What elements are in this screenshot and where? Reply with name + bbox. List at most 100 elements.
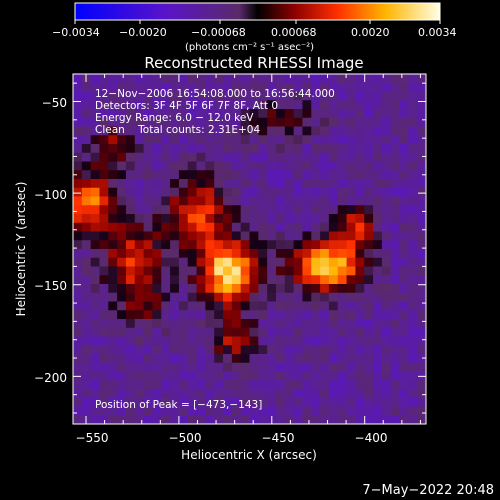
heatmap-cell xyxy=(99,231,109,241)
heatmap-cell xyxy=(134,284,145,294)
heatmap-cell xyxy=(125,205,136,215)
heatmap-cell xyxy=(196,91,206,101)
heatmap-cell xyxy=(205,249,215,259)
heatmap-cell xyxy=(399,74,409,84)
heatmap-cell xyxy=(73,406,83,416)
heatmap-cell xyxy=(143,170,154,180)
heatmap-cell xyxy=(284,301,295,311)
heatmap-cell xyxy=(337,144,348,154)
heatmap-cell xyxy=(81,109,92,119)
heatmap-cell xyxy=(73,240,83,250)
heatmap-cell xyxy=(399,266,409,276)
heatmap-cell xyxy=(284,205,295,215)
heatmap-cell xyxy=(214,179,224,189)
heatmap-cell xyxy=(364,284,374,294)
heatmap-cell xyxy=(373,266,383,276)
heatmap-cell xyxy=(231,126,242,136)
heatmap-cell xyxy=(90,336,101,346)
heatmap-cell xyxy=(302,196,312,206)
heatmap-cell xyxy=(337,196,348,206)
heatmap-cell xyxy=(346,152,356,163)
heatmap-cell xyxy=(73,257,83,268)
heatmap-cell xyxy=(108,170,118,180)
heatmap-cell xyxy=(373,144,383,154)
heatmap-cell xyxy=(125,135,136,145)
heatmap-cell xyxy=(293,257,304,268)
heatmap-cell xyxy=(302,152,312,163)
heatmap-cell xyxy=(408,196,418,206)
heatmap-cell xyxy=(214,170,224,180)
heatmap-cell xyxy=(152,109,162,119)
heatmap-cell xyxy=(205,82,215,93)
heatmap-cell xyxy=(125,266,136,276)
heatmap-cell xyxy=(417,275,426,285)
heatmap-cell xyxy=(284,249,295,259)
heatmap-cell xyxy=(373,161,383,171)
heatmap-cell xyxy=(364,336,374,346)
heatmap-cell xyxy=(311,170,321,180)
heatmap-cell xyxy=(81,74,92,84)
heatmap-cell xyxy=(399,380,409,390)
heatmap-cell xyxy=(152,319,162,329)
heatmap-cell xyxy=(408,362,418,373)
heatmap-cell xyxy=(373,275,383,285)
heatmap-cell xyxy=(187,249,198,259)
heatmap-cell xyxy=(284,222,295,233)
heatmap-cell xyxy=(390,389,401,399)
heatmap-cell xyxy=(196,362,206,373)
heatmap-cell xyxy=(231,406,242,416)
heatmap-cell xyxy=(205,152,215,163)
heatmap-cell xyxy=(117,117,127,128)
heatmap-cell xyxy=(161,231,171,241)
heatmap-cell xyxy=(125,152,136,163)
heatmap-cell xyxy=(196,292,206,303)
heatmap-cell xyxy=(275,214,286,224)
heatmap-cell xyxy=(364,196,374,206)
heatmap-cell xyxy=(390,327,401,338)
heatmap-cell xyxy=(302,109,312,119)
heatmap-cell xyxy=(81,144,92,154)
heatmap-cell xyxy=(381,117,392,128)
heatmap-cell xyxy=(231,135,242,145)
heatmap-cell xyxy=(161,284,171,294)
heatmap-cell xyxy=(178,74,189,84)
heatmap-cell xyxy=(355,319,365,329)
heatmap-cell xyxy=(311,397,321,408)
heatmap-cell xyxy=(152,144,162,154)
heatmap-cell xyxy=(214,397,224,408)
heatmap-cell xyxy=(90,82,101,93)
heatmap-cell xyxy=(117,222,127,233)
heatmap-cell xyxy=(417,292,426,303)
colorbar-tick-label: −0.00068 xyxy=(191,26,246,39)
heatmap-cell xyxy=(99,336,109,346)
heatmap-cell xyxy=(143,214,154,224)
heatmap-cell xyxy=(275,380,286,390)
heatmap-cell xyxy=(214,100,224,110)
heatmap-cell xyxy=(205,222,215,233)
heatmap-cell xyxy=(99,310,109,320)
heatmap-cell xyxy=(337,231,348,241)
heatmap-cell xyxy=(178,135,189,145)
heatmap-cell xyxy=(170,91,180,101)
heatmap-cell xyxy=(152,389,162,399)
heatmap-cell xyxy=(161,222,171,233)
heatmap-cell xyxy=(108,266,118,276)
heatmap-cell xyxy=(223,406,233,416)
heatmap-cell xyxy=(320,336,330,346)
heatmap-cell xyxy=(417,327,426,338)
heatmap-cell xyxy=(302,126,312,136)
heatmap-cell xyxy=(249,100,259,110)
heatmap-cell xyxy=(134,354,145,364)
heatmap-cell xyxy=(73,144,83,154)
heatmap-cell xyxy=(223,240,233,250)
heatmap-cell xyxy=(214,135,224,145)
heatmap-cell xyxy=(293,222,304,233)
heatmap-cell xyxy=(187,380,198,390)
heatmap-cell xyxy=(346,327,356,338)
heatmap-cell xyxy=(258,74,268,84)
heatmap-cell xyxy=(275,249,286,259)
heatmap-cell xyxy=(399,292,409,303)
heatmap-cell xyxy=(399,179,409,189)
heatmap-cell xyxy=(258,135,268,145)
heatmap-cell xyxy=(205,240,215,250)
